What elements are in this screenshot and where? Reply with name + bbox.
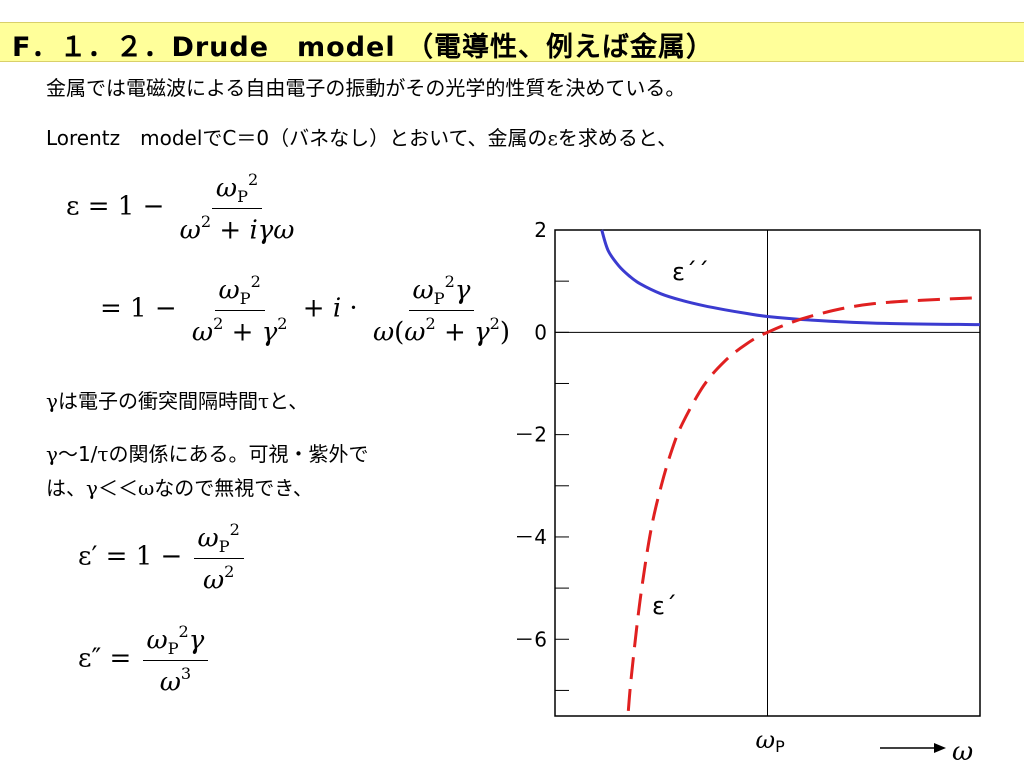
intro-line-2: Lorentz modelでC＝0（バネなし）とおいて、金属のεを求めると、 [46,122,677,151]
series-group [600,229,981,712]
slide-title: F．１．２．Drude model （電導性、例えば金属） [12,32,715,63]
intro-line-1: 金属では電磁波による自由電子の振動がその光学的性質を決めている。 [46,76,686,100]
eq2-denominator-1: ω2 + γ2 [191,313,288,348]
y-tick-label: －6 [514,627,547,651]
title-bar: F．１．２．Drude model （電導性、例えば金属） [0,22,1024,63]
series-line-eps-imag [600,229,981,327]
tau-symbol: τ [257,389,270,413]
note-line-3-text-c: なので無視でき、 [154,476,313,500]
series-label-eps-imag: ε´´ [672,258,709,286]
eq4-denominator: ω3 [159,663,192,698]
note-line-2-text-a: ～1/ [57,442,98,466]
eq1-numerator: ωP2 [211,170,263,209]
eq1-lhs: ε = 1 − [66,191,165,222]
eq2-numerator-1: ωP2 [214,272,265,311]
eq1-fraction: ωP2 ω2 + iγω [176,170,299,245]
eq4-fraction: ωP2γ ω3 [142,622,209,698]
y-tick-label: 0 [534,320,547,344]
eq1-denominator: ω2 + iγω [179,211,295,246]
note-line-3-text-b: ＜＜ [97,476,138,500]
omega-p-label-omega: ω [756,726,776,754]
y-tick-label: －2 [514,423,547,447]
series-label-eps-real: ε´ [652,592,677,620]
eq3-denominator: ω2 [202,561,235,596]
eq3-numerator: ωP2 [193,520,244,559]
note-line-3-text-a: は、 [46,476,86,500]
eq2-numerator-2: ωP2γ [408,272,475,311]
omega-p-label: ωP [756,726,786,756]
equation-epsilon: ε = 1 − ωP2 ω2 + iγω [66,170,302,245]
eq2-mid: + i · [302,293,358,324]
eq4-numerator: ωP2γ [142,622,209,661]
intro-line-2-text-b: を求めると、 [557,126,678,150]
gamma-symbol-3: γ [86,476,98,500]
gamma-symbol-2: γ [46,442,58,466]
intro-line-2-text-a: Lorentz modelでC＝0（バネなし）とおいて、金属の [46,126,548,150]
series-line-eps-real [626,296,981,712]
note-line-1-text-b: と、 [269,389,309,413]
note-line-2-text-b: の関係にある。可視・紫外で [108,442,369,466]
eq4-lhs: ε″ = [78,643,132,674]
note-line-1: γは電子の衝突間隔時間τと、 [46,385,308,414]
note-line-1-text-a: は電子の衝突間隔時間 [57,389,258,413]
omega-symbol: ω [137,476,155,500]
equation-epsilon-real: ε′ = 1 − ωP2 ω2 [78,520,247,595]
eq3-lhs: ε′ = 1 − [78,541,183,572]
note-line-3: は、γ＜＜ωなので無視でき、 [46,472,313,501]
epsilon-symbol: ε [547,126,558,150]
gamma-symbol: γ [46,389,58,413]
equation-epsilon-imag: ε″ = ωP2γ ω3 [78,622,211,697]
omega-p-label-subscript: P [775,737,785,756]
equation-expanded: = 1 − ωP2 ω2 + γ2 + i · ωP2γ ω(ω2 + γ2) [100,272,517,347]
eq2-denominator-2: ω(ω2 + γ2) [372,313,511,348]
tau-symbol-2: τ [97,442,109,466]
eq2-fraction-1: ωP2 ω2 + γ2 [188,272,292,347]
x-axis-arrow-head [934,743,946,753]
y-axis-ticks: 2 0 －2 －4 －6 [514,218,569,691]
y-tick-label: －4 [514,525,547,549]
note-line-2: γ～1/τの関係にある。可視・紫外で [46,438,369,467]
eq3-fraction: ωP2 ω2 [193,520,244,596]
y-tick-label: 2 [534,218,547,242]
eq2-fraction-2: ωP2γ ω(ω2 + γ2) [369,272,514,347]
x-axis-label: ω [952,737,973,767]
eq2-lhs: = 1 − [100,293,177,324]
